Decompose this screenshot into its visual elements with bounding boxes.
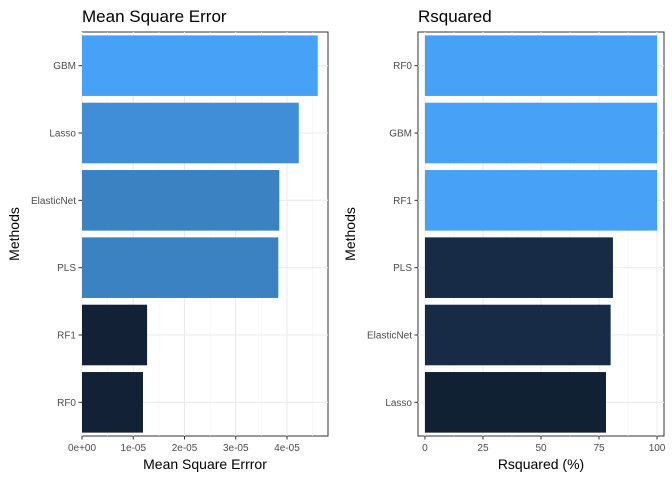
x-tick-label: 50 xyxy=(535,443,547,454)
y-tick-label-elasticnet: ElasticNet xyxy=(367,331,412,342)
y-tick-label-rf1: RF1 xyxy=(57,331,76,342)
x-tick-label: 25 xyxy=(477,443,489,454)
panel-mse-y-ticks: GBM Lasso ElasticNet PLS RF1 RF0 xyxy=(31,61,82,409)
panel-mse-title: Mean Square Error xyxy=(82,7,227,26)
panel-mse-bars xyxy=(82,35,318,433)
panel-rsquared-x-axis-title: Rsquared (%) xyxy=(498,456,584,472)
bar-rf0 xyxy=(424,35,658,96)
x-tick-label: 4e-05 xyxy=(274,443,300,454)
y-tick-label-gbm: GBM xyxy=(53,61,76,72)
panel-rsquared-y-ticks: RF0 GBM RF1 PLS ElasticNet Lasso xyxy=(367,61,418,409)
x-tick-label: 3e-05 xyxy=(223,443,249,454)
y-tick-label-rf0: RF0 xyxy=(57,398,76,409)
x-tick-label: 1e-05 xyxy=(120,443,146,454)
bar-pls xyxy=(424,237,613,298)
panel-rsquared-title: Rsquared xyxy=(418,7,492,26)
bar-rf1 xyxy=(424,170,658,231)
bar-elasticnet xyxy=(82,170,280,231)
bar-rf1 xyxy=(82,304,148,366)
bar-gbm xyxy=(82,35,318,96)
y-tick-label-lasso: Lasso xyxy=(385,398,412,409)
bar-elasticnet xyxy=(424,304,611,366)
y-tick-label-pls: PLS xyxy=(57,263,76,274)
y-tick-label-pls: PLS xyxy=(393,263,412,274)
panel-rsquared-x-ticks: 0 25 50 75 100 xyxy=(422,436,666,454)
x-tick-label: 75 xyxy=(593,443,605,454)
y-tick-label-elasticnet: ElasticNet xyxy=(31,196,76,207)
y-tick-label-gbm: GBM xyxy=(389,129,412,140)
x-tick-label: 2e-05 xyxy=(172,443,198,454)
panel-mse: Mean Square Error GBM Lasso ElasticNet PLS R… xyxy=(6,7,329,472)
panel-rsquared-bars xyxy=(424,35,658,433)
panel-rsquared: Rsquared RF0 GBM RF1 PLS ElasticNet Lasso 0 25… xyxy=(342,7,666,472)
y-tick-label-rf1: RF1 xyxy=(393,196,412,207)
panel-mse-x-ticks: 0e+00 1e-05 2e-05 3e-05 4e-05 xyxy=(68,436,300,454)
panel-mse-y-axis-title: Methods xyxy=(6,207,22,261)
x-tick-label: 0 xyxy=(422,443,428,454)
panel-mse-x-axis-title: Mean Square Errror xyxy=(143,456,267,472)
panel-rsquared-y-axis-title: Methods xyxy=(342,207,358,261)
bar-lasso xyxy=(82,102,299,164)
bar-lasso xyxy=(424,372,606,433)
y-tick-label-lasso: Lasso xyxy=(49,129,76,140)
x-tick-label: 100 xyxy=(649,443,666,454)
bar-pls xyxy=(82,237,279,298)
y-tick-label-rf0: RF0 xyxy=(393,61,412,72)
x-tick-label: 0e+00 xyxy=(68,443,97,454)
bar-rf0 xyxy=(82,372,143,433)
bar-gbm xyxy=(424,102,658,164)
